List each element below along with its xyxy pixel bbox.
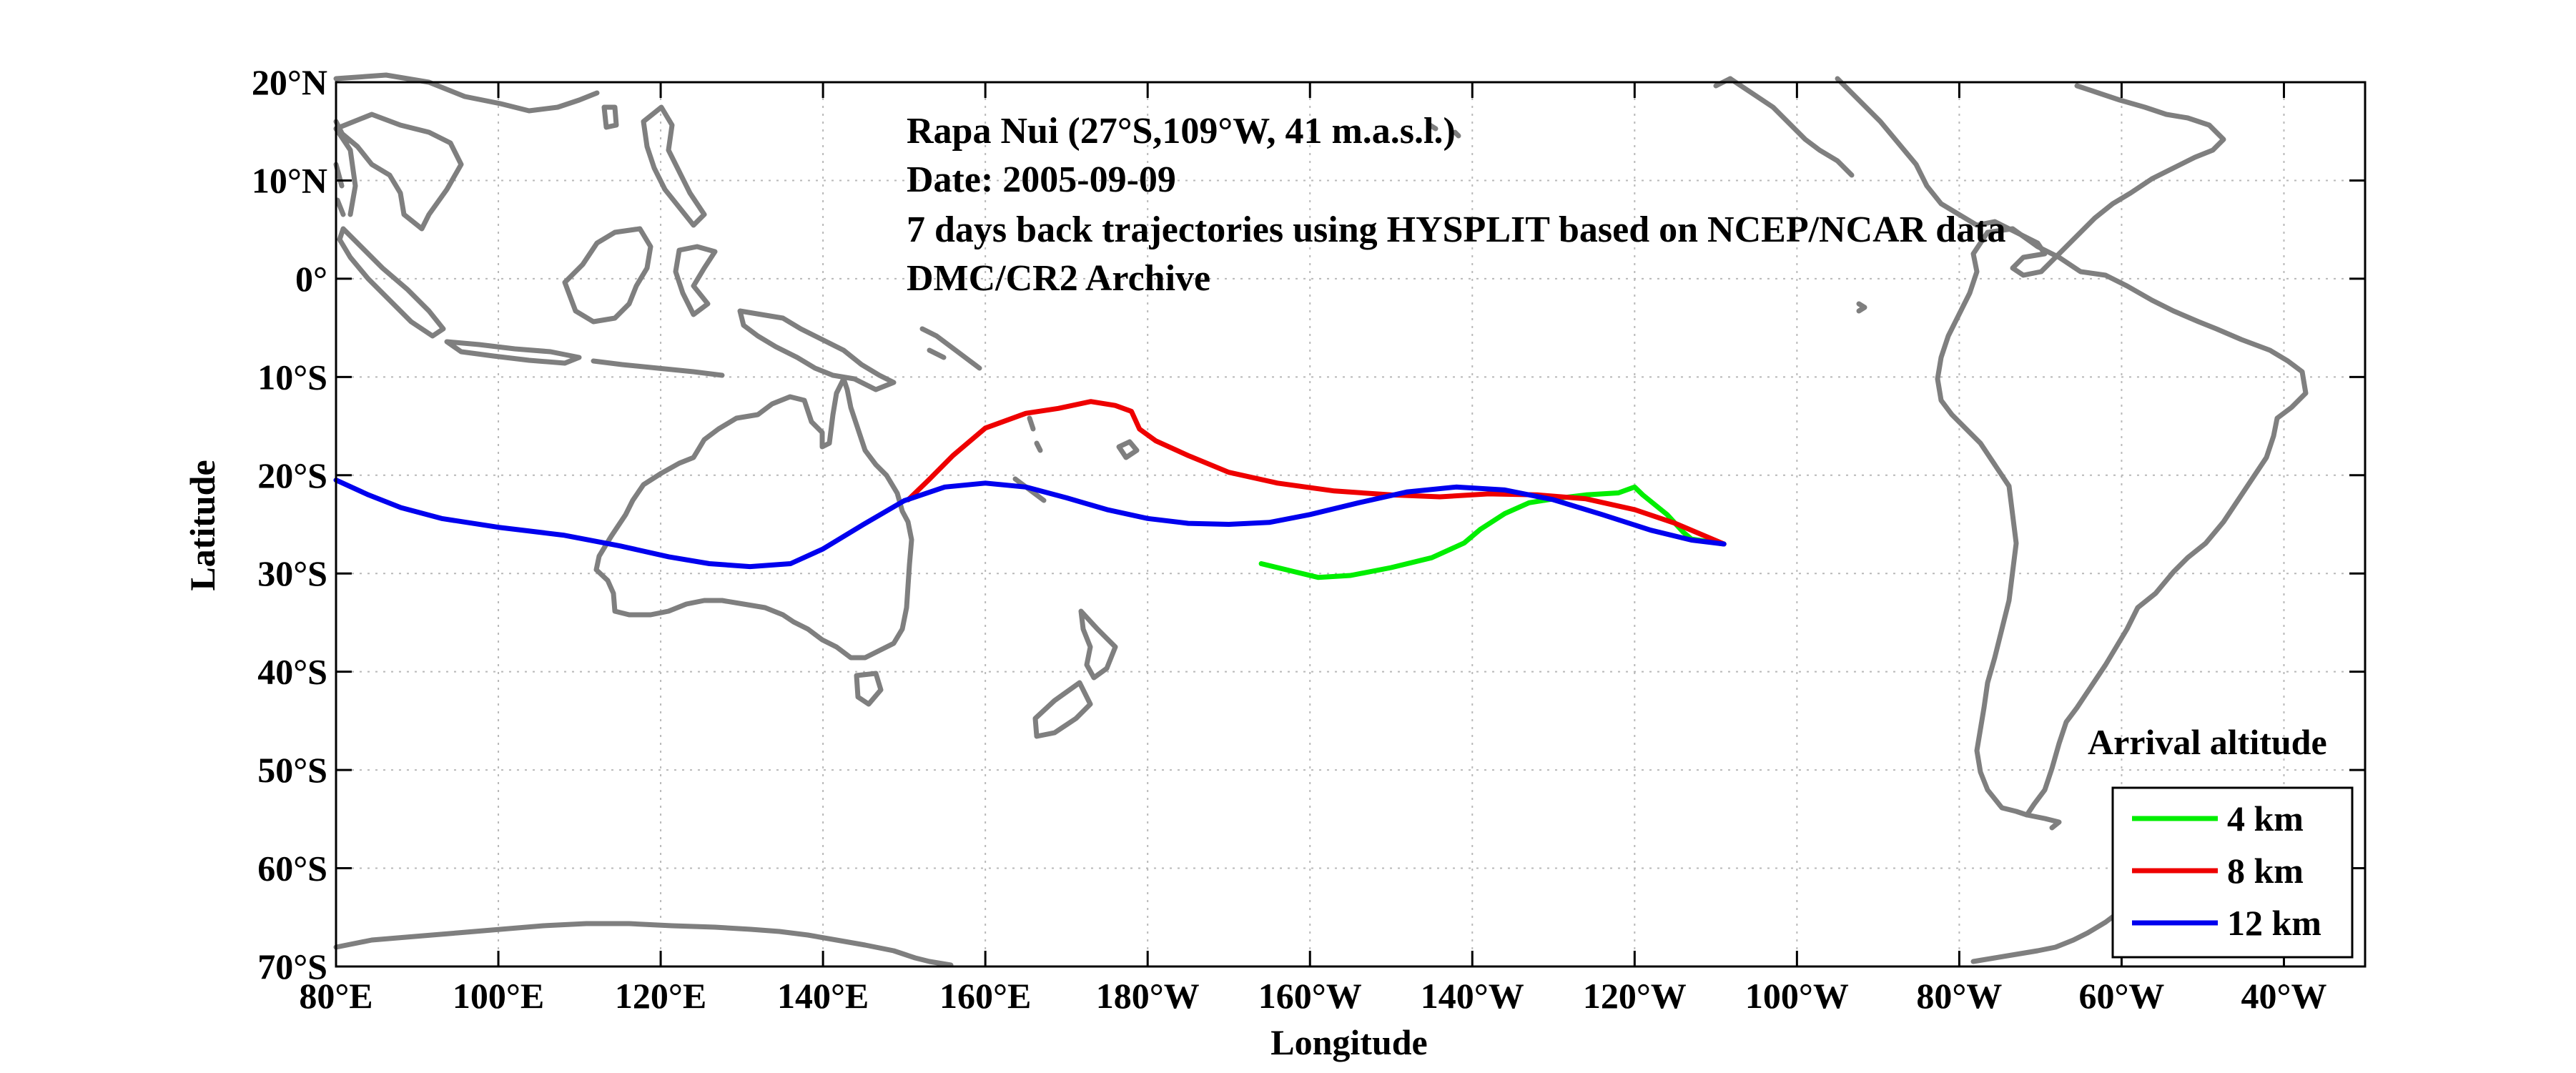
tasmania-coast bbox=[854, 671, 884, 707]
hawaii-islands bbox=[1427, 122, 1461, 139]
y-tick-label: 60°S bbox=[257, 849, 327, 889]
fiji-islands bbox=[1116, 439, 1140, 460]
borneo-coast bbox=[562, 226, 653, 325]
asia-coast bbox=[333, 72, 600, 114]
x-tick-label: 140°W bbox=[1421, 976, 1524, 1016]
indochina-coast bbox=[333, 112, 464, 232]
legend-label: 12 km bbox=[2227, 903, 2321, 943]
new-zealand-coast bbox=[1078, 608, 1118, 681]
y-tick-label: 10°N bbox=[252, 160, 327, 200]
x-tick-label: 100°E bbox=[453, 976, 544, 1016]
legend-entries: 4 km 8 km 12 km bbox=[2132, 798, 2321, 943]
x-axis-label: Longitude bbox=[1270, 1022, 1428, 1062]
y-axis-label: Latitude bbox=[182, 460, 222, 590]
x-tick-label: 100°W bbox=[1745, 976, 1849, 1016]
annotation-station: Rapa Nui (27°S,109°W, 41 m.a.s.l.) bbox=[907, 111, 1456, 152]
taiwan-coast bbox=[601, 104, 619, 130]
x-tick-label: 140°E bbox=[777, 976, 869, 1016]
trajectory-4-km bbox=[1258, 484, 1727, 580]
plot-frame bbox=[335, 81, 2367, 968]
lesser-sunda-coast bbox=[591, 358, 725, 378]
trajectory-8-km bbox=[905, 399, 1727, 547]
y-tick-label: 50°S bbox=[257, 750, 327, 790]
legend-label: 8 km bbox=[2227, 851, 2304, 891]
x-tick-label: 40°W bbox=[2241, 976, 2326, 1016]
tierra-del-fuego bbox=[2024, 812, 2062, 831]
x-axis: 80°E 100°E 120°E 140°E 160°E 180°W 160°W 140°W 1… bbox=[299, 82, 2326, 1016]
antarctic-peninsula bbox=[1970, 909, 2123, 964]
x-tick-label: 80°W bbox=[1916, 976, 2002, 1016]
y-tick-label: 40°S bbox=[257, 652, 327, 692]
y-tick-label: 20°S bbox=[257, 455, 327, 495]
australia-coast bbox=[593, 376, 914, 661]
java-coast bbox=[444, 339, 582, 366]
north-america-west-coast bbox=[1727, 76, 1855, 178]
y-tick-label: 30°S bbox=[257, 553, 327, 593]
annotation-block: Rapa Nui (27°S,109°W, 41 m.a.s.l.) Date:… bbox=[907, 111, 2006, 299]
solomon-islands bbox=[919, 326, 982, 371]
vanuatu-islands bbox=[1027, 415, 1043, 453]
y-tick-label: 0° bbox=[295, 259, 327, 299]
x-tick-label: 120°E bbox=[615, 976, 706, 1016]
annotation-method: 7 days back trajectories using HYSPLIT b… bbox=[907, 209, 2006, 250]
x-tick-label: 120°W bbox=[1583, 976, 1687, 1016]
y-axis: 20°N 10°N 0° 10°S 20°S 30°S 40°S 50°S 60°S 70°S bbox=[252, 62, 2365, 987]
coastlines bbox=[333, 72, 2309, 968]
trajectory-12-km bbox=[333, 478, 1727, 570]
galapagos bbox=[1856, 301, 1867, 314]
x-tick-label: 60°W bbox=[2078, 976, 2164, 1016]
legend-title: Arrival altitude bbox=[2088, 722, 2327, 762]
philippines-coast bbox=[641, 104, 707, 228]
trajectories bbox=[333, 399, 1727, 580]
y-tick-label: 20°N bbox=[252, 62, 327, 102]
north-america-coast bbox=[1835, 76, 2226, 278]
x-tick-label: 160°E bbox=[939, 976, 1031, 1016]
sulawesi-coast bbox=[673, 244, 718, 317]
x-tick-label: 160°W bbox=[1258, 976, 1362, 1016]
annotation-date: Date: 2005-09-09 bbox=[907, 159, 1176, 200]
y-tick-label: 10°S bbox=[257, 357, 327, 397]
x-tick-label: 180°W bbox=[1096, 976, 1200, 1016]
y-tick-label: 70°S bbox=[257, 946, 327, 987]
south-america-coast bbox=[1935, 226, 2309, 818]
new-guinea-coast bbox=[737, 308, 897, 392]
annotation-archive: DMC/CR2 Archive bbox=[907, 258, 1210, 299]
new-zealand-south-coast bbox=[1032, 680, 1093, 739]
legend: Arrival altitude 4 km 8 km 12 km bbox=[2088, 722, 2354, 959]
sumatra-coast bbox=[337, 226, 446, 339]
antarctica-coast bbox=[333, 921, 954, 968]
x-tick-label: 80°E bbox=[299, 976, 372, 1016]
legend-label: 4 km bbox=[2227, 798, 2304, 839]
